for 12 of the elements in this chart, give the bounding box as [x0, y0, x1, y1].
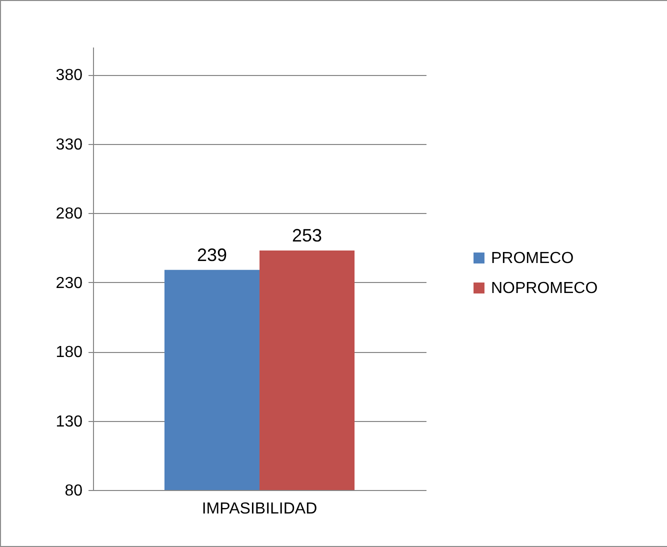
y-tick-label: 330: [56, 136, 83, 154]
y-tick-label: 280: [56, 206, 83, 223]
y-tick-label: 380: [56, 67, 83, 84]
data-label: 253: [292, 226, 322, 246]
x-tick-label: IMPASIBILIDAD: [202, 500, 318, 518]
data-label: 239: [196, 244, 228, 265]
y-tick-label: 130: [56, 413, 83, 430]
legend-label: NOPROMECO: [491, 280, 598, 297]
legend-label: PROMECO: [491, 250, 574, 267]
y-tick-label: 80: [64, 482, 83, 500]
y-tick-label: 180: [56, 344, 83, 362]
y-tick-label: 230: [56, 274, 83, 292]
